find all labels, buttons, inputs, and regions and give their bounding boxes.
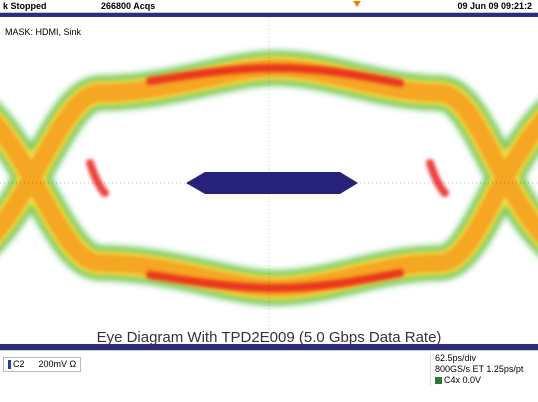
eye-diagram-plot: [0, 13, 538, 350]
trigger-source: C4: [444, 375, 456, 385]
date-time: 09 Jun 09 09:21:2: [457, 1, 532, 11]
plot-caption: Eye Diagram With TPD2E009 (5.0 Gbps Data…: [96, 329, 442, 346]
mask-top-bar: [0, 13, 538, 17]
timebase-panel[interactable]: 62.5ps/div 800GS/s ET 1.25ps/pt C4x 0.0V: [430, 353, 535, 386]
mask-bottom-bar: [0, 344, 538, 350]
trigger-level: x 0.0V: [455, 375, 482, 385]
trigger-readout: C4x 0.0V: [435, 375, 535, 386]
channel-name: C2: [13, 359, 25, 369]
sample-rate: 800GS/s ET 1.25ps/pt: [435, 364, 524, 374]
channel-scale: 200mV Ω: [38, 359, 77, 369]
time-per-div: 62.5ps/div: [435, 353, 477, 363]
channel-color-marker: [8, 360, 11, 370]
trigger-channel-swatch: [435, 377, 442, 385]
status-bar: k Stopped 266800 Acqs 09 Jun 09 09:21:2: [0, 0, 538, 13]
scope-display: MASK: HDMI, Sink Eye Diagram With TPD2E0…: [0, 13, 538, 350]
trigger-position-marker[interactable]: [353, 1, 361, 7]
readout-bar: C2 200mV Ω 62.5ps/div 800GS/s ET 1.25ps/p…: [0, 350, 538, 402]
channel-readout[interactable]: C2 200mV Ω: [3, 357, 82, 372]
mask-label: MASK: HDMI, Sink: [3, 27, 84, 37]
trigger-state: k Stopped: [3, 1, 47, 11]
acquisition-count: 266800 Acqs: [101, 1, 156, 11]
eye-traces: [0, 50, 538, 306]
mask-region: [186, 172, 358, 194]
